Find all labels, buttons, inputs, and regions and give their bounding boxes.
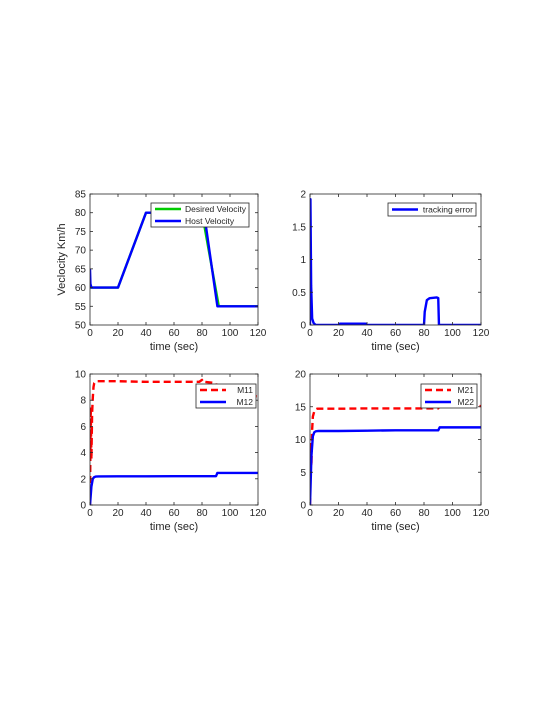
x-tick-label: 100 [222,508,239,519]
y-tick-label: 8 [80,396,86,407]
x-tick-label: 60 [390,508,402,519]
y-tick-label: 70 [75,246,87,257]
x-tick-label: 100 [444,328,461,339]
legend-box [195,383,257,409]
x-tick-label: 60 [168,508,180,519]
y-tick-label: 10 [295,435,307,446]
y-tick-label: 0.5 [292,288,306,299]
series-line-host-velocity [90,211,258,308]
x-tick-label: 0 [307,508,313,519]
legend-box [420,383,478,409]
y-axis-label: Veclocity Km/h [56,223,68,295]
x-tick-label: 120 [250,328,267,339]
y-tick-label: 60 [75,283,87,294]
x-tick-label: 20 [112,328,124,339]
y-tick-label: 15 [295,402,307,413]
x-tick-label: 120 [473,508,490,519]
y-tick-label: 80 [75,208,87,219]
series-line-m12 [90,471,258,505]
x-tick-label: 0 [87,328,93,339]
y-tick-label: 50 [75,321,87,332]
x-axis-label: time (sec) [371,341,419,353]
x-tick-label: 80 [196,508,208,519]
x-tick-label: 40 [140,508,152,519]
legend: Desired Velocity Host Velocity [150,202,250,228]
x-axis-label: time (sec) [150,521,198,533]
y-tick-label: 75 [75,227,87,238]
y-tick-label: 6 [80,422,86,433]
series-group [90,211,258,308]
x-tick-label: 100 [444,508,461,519]
x-tick-label: 120 [473,328,490,339]
legend-box [387,202,477,217]
x-tick-label: 20 [112,508,124,519]
legend-label: M12 [236,397,253,407]
x-tick-label: 80 [196,328,208,339]
x-tick-label: 40 [361,328,373,339]
legend-label: M22 [457,397,474,407]
series-line-m11 [90,378,258,505]
y-tick-label: 4 [80,448,86,459]
y-tick-label: 65 [75,264,87,275]
y-tick-label: 0 [300,501,306,512]
x-tick-label: 0 [87,508,93,519]
x-tick-label: 100 [222,328,239,339]
y-tick-label: 0 [80,501,86,512]
x-tick-label: 120 [250,508,267,519]
legend-box [150,202,250,228]
x-tick-label: 40 [140,328,152,339]
y-tick-label: 2 [80,474,86,485]
legend: tracking error [387,202,477,217]
x-tick-label: 80 [418,328,430,339]
x-tick-label: 60 [168,328,180,339]
y-tick-label: 20 [295,370,307,381]
x-tick-label: 20 [333,508,345,519]
x-tick-label: 60 [390,328,402,339]
series-line-tracking-error [310,198,481,325]
legend-label: Host Velocity [185,216,235,226]
legend-label: tracking error [423,205,473,215]
x-tick-label: 0 [307,328,313,339]
y-tick-label: 1 [300,255,306,266]
legend-label: M21 [457,385,474,395]
y-tick-label: 2 [300,190,306,201]
x-axis-label: time (sec) [150,341,198,353]
x-tick-label: 40 [361,508,373,519]
x-tick-label: 20 [333,328,345,339]
chart-panel-2: 0 20 40 60 80 100 120 0 0.5 1 1.5 2 time (sec) tracki… [292,190,490,354]
y-tick-label: 10 [75,370,87,381]
series-group [90,378,258,505]
y-tick-label: 85 [75,190,87,201]
y-tick-label: 0 [300,321,306,332]
y-tick-label: 5 [300,468,306,479]
legend-label: Desired Velocity [185,204,247,214]
chart-panel-1: 0 20 40 60 80 100 120 50 55 60 65 70 75 80 85 time (sec… [56,190,267,354]
x-axis-label: time (sec) [371,521,419,533]
y-tick-label: 1.5 [292,222,306,233]
x-tick-label: 80 [418,508,430,519]
series-line-m22 [310,426,481,505]
legend-label: M11 [237,385,253,395]
series-group [310,198,481,325]
y-tick-label: 55 [75,302,87,313]
